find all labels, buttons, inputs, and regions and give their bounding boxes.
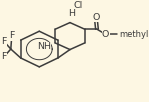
Text: methyl: methyl (119, 30, 149, 39)
Text: NH: NH (37, 42, 51, 51)
Text: H: H (68, 9, 75, 18)
Text: O: O (102, 30, 109, 39)
Text: F: F (1, 52, 7, 61)
Text: Cl: Cl (74, 1, 83, 10)
Text: O: O (92, 13, 99, 22)
Text: F: F (1, 37, 7, 46)
Text: F: F (9, 31, 14, 40)
